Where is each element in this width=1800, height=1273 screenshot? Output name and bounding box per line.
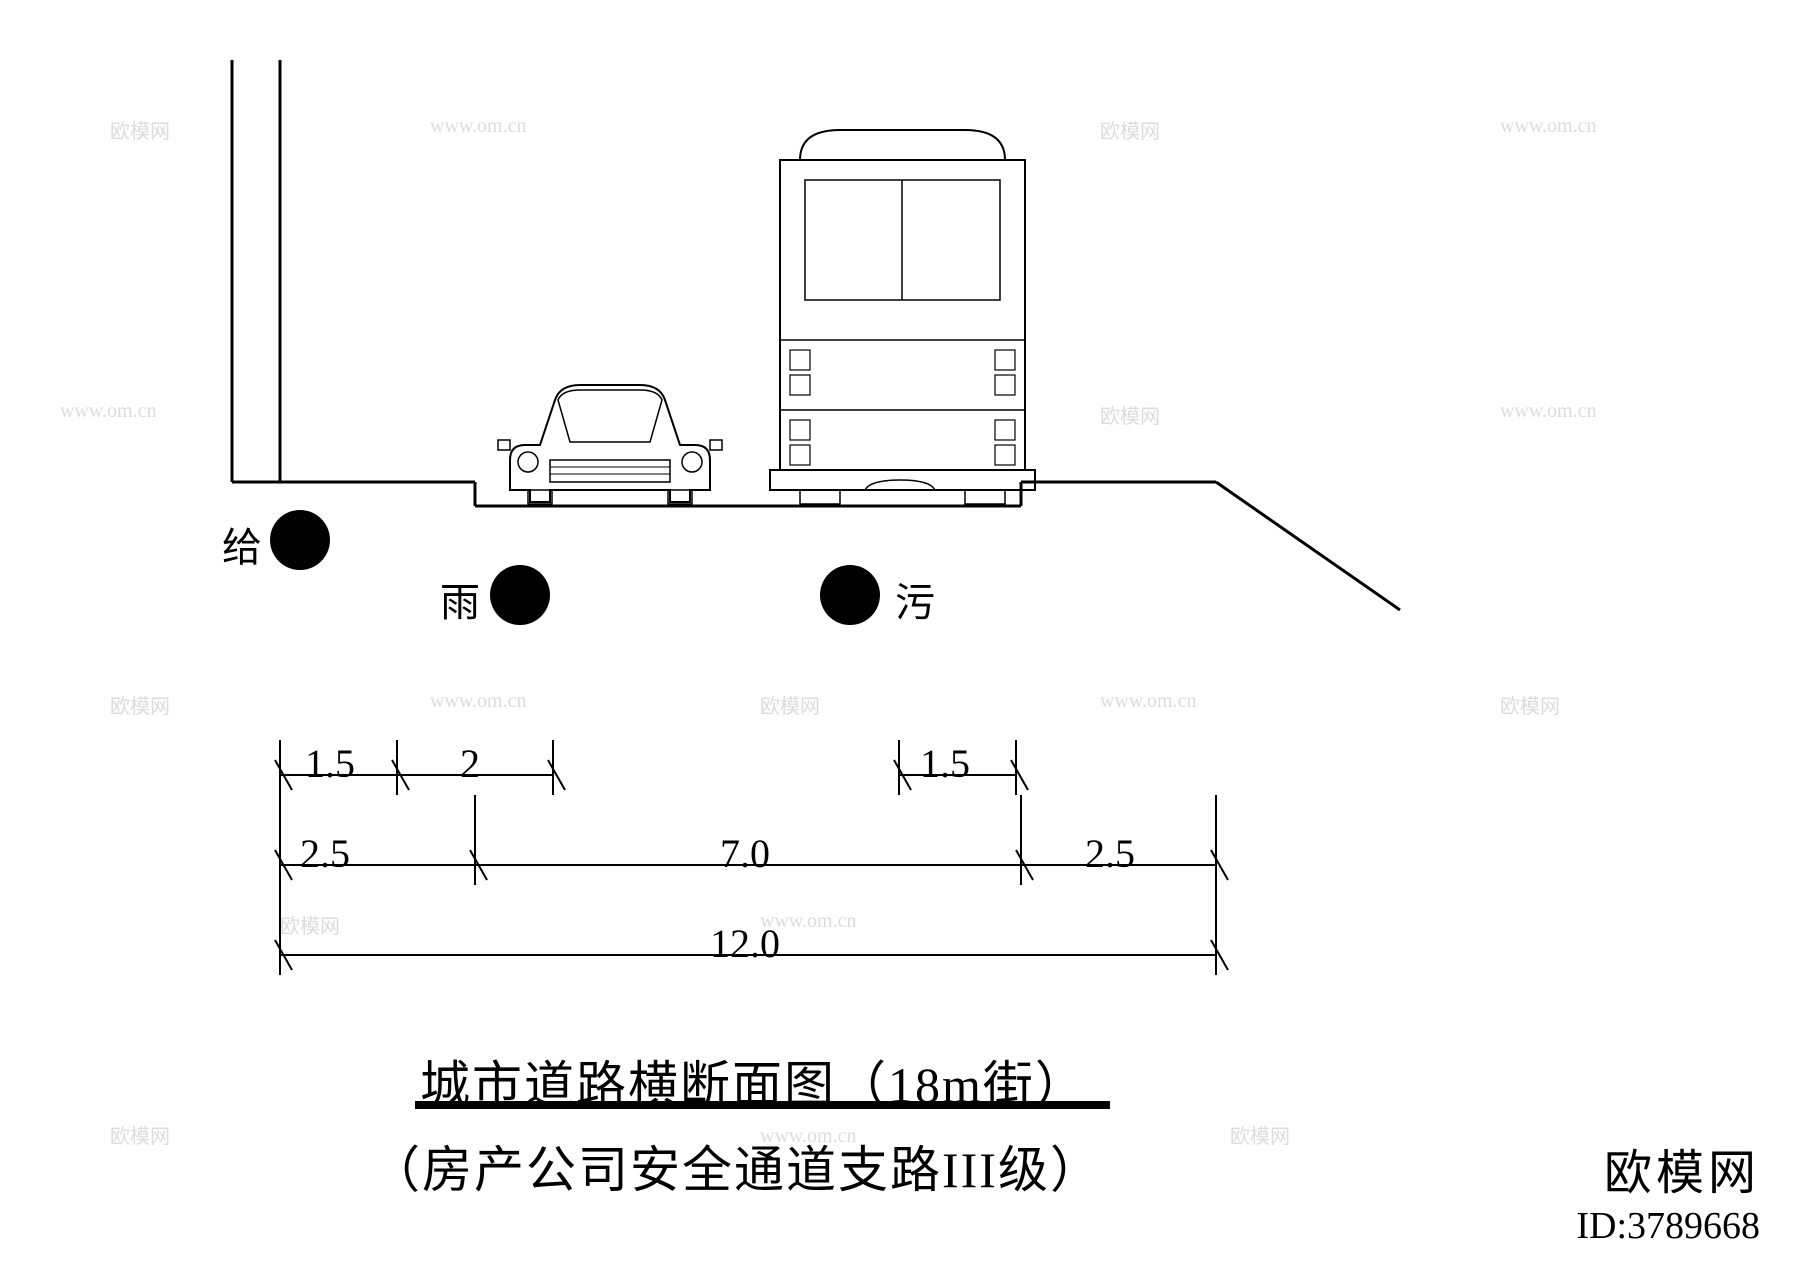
dimension-row-1 (275, 740, 1028, 795)
dim-r2-center: 7.0 (720, 830, 770, 877)
title-sub: （房产公司安全通道支路III级） (370, 1130, 1102, 1202)
dim-r1-d2: 2 (460, 740, 480, 787)
dim-r2-left: 2.5 (300, 830, 350, 877)
pipe-rain (490, 565, 550, 625)
pipe-water (270, 510, 330, 570)
dim-r1-d3: 1.5 (920, 740, 970, 787)
dim-r3-total: 12.0 (710, 920, 780, 967)
title-main: 城市道路横断面图（18m街） (420, 1045, 1087, 1117)
dim-r2-right: 2.5 (1085, 830, 1135, 877)
pipe-water-label: 给 (222, 515, 262, 573)
dim-r1-d1: 1.5 (305, 740, 355, 787)
left-building (232, 60, 280, 482)
footer-id: ID:3789668 (1576, 1204, 1760, 1248)
footer-brand: 欧模网 (1604, 1133, 1760, 1203)
pipe-sewer (820, 565, 880, 625)
road-profile (232, 482, 1400, 610)
truck-vehicle (770, 130, 1035, 504)
pipe-rain-label: 雨 (440, 570, 480, 628)
pipe-sewer-label: 污 (895, 570, 935, 628)
car-vehicle (498, 385, 722, 504)
